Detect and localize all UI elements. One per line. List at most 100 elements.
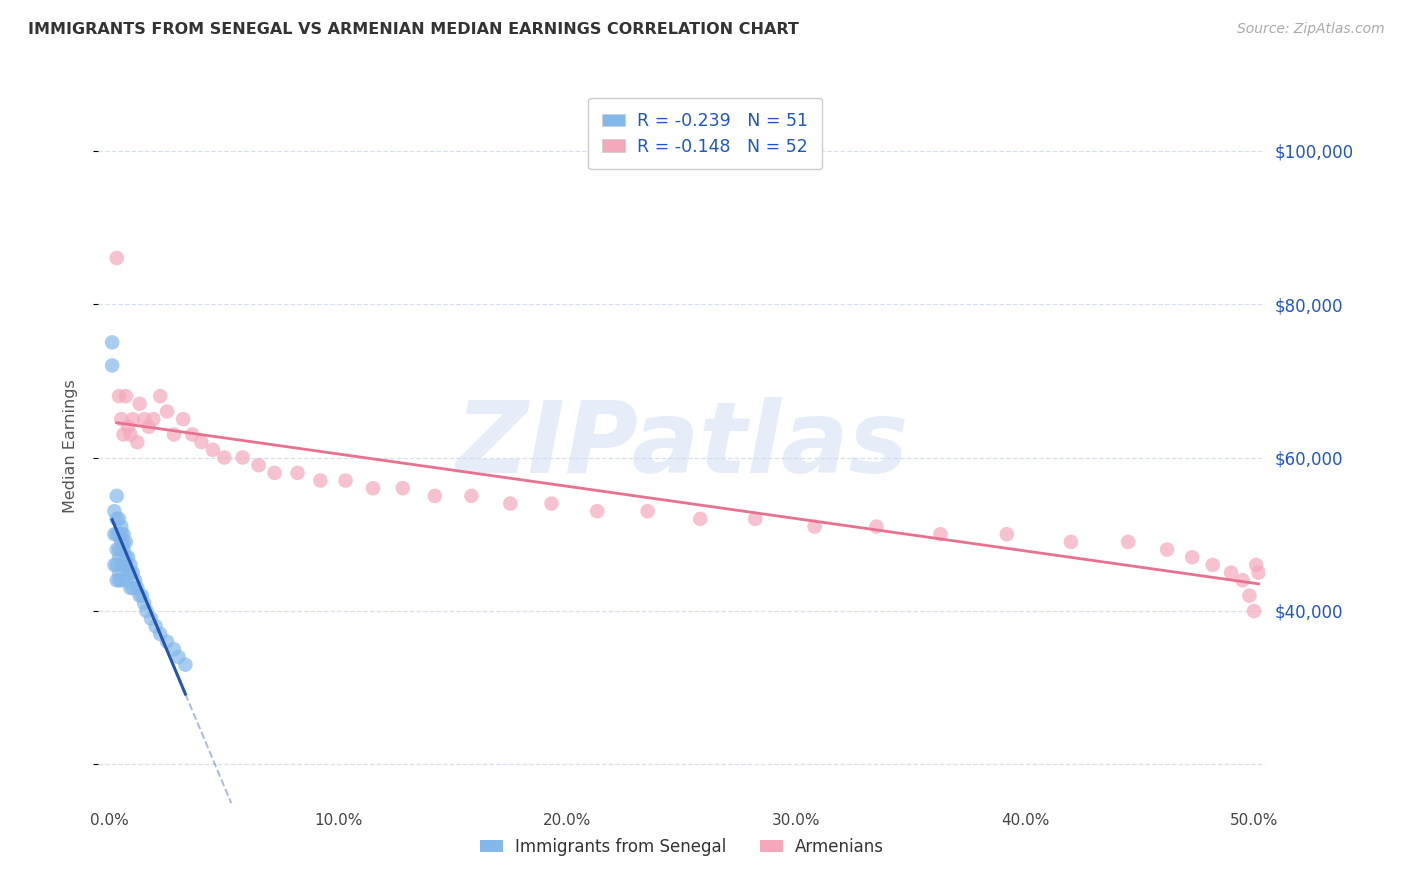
Point xyxy=(110,558,132,572)
Legend: Immigrants from Senegal, Armenians: Immigrants from Senegal, Armenians xyxy=(474,831,890,863)
Point xyxy=(1244,558,1267,572)
Point xyxy=(586,504,609,518)
Point xyxy=(391,481,413,495)
Point xyxy=(139,612,162,626)
Point xyxy=(108,389,131,403)
Point xyxy=(174,657,197,672)
Point xyxy=(1220,566,1243,580)
Point xyxy=(117,550,139,565)
Point xyxy=(105,558,128,572)
Point xyxy=(120,581,142,595)
Point xyxy=(110,412,132,426)
Point xyxy=(115,558,138,572)
Point xyxy=(335,474,357,488)
Point xyxy=(149,627,172,641)
Point xyxy=(101,359,124,373)
Point xyxy=(263,466,285,480)
Point xyxy=(112,558,135,572)
Point xyxy=(103,558,125,572)
Point xyxy=(124,574,146,588)
Point xyxy=(105,542,128,557)
Point xyxy=(309,474,332,488)
Point xyxy=(287,466,309,480)
Point xyxy=(247,458,270,473)
Point xyxy=(149,389,172,403)
Point xyxy=(134,596,156,610)
Point xyxy=(110,527,132,541)
Point xyxy=(108,566,131,580)
Point xyxy=(127,435,149,450)
Point xyxy=(689,512,711,526)
Point xyxy=(1116,535,1139,549)
Point xyxy=(163,427,186,442)
Point xyxy=(167,650,190,665)
Point xyxy=(110,535,132,549)
Point xyxy=(112,535,135,549)
Point xyxy=(108,527,131,541)
Point xyxy=(1239,589,1261,603)
Point xyxy=(1202,558,1225,572)
Point xyxy=(232,450,254,465)
Point xyxy=(117,566,139,580)
Point xyxy=(127,581,149,595)
Point xyxy=(803,519,825,533)
Point xyxy=(460,489,482,503)
Point xyxy=(115,574,138,588)
Point xyxy=(134,412,156,426)
Point xyxy=(105,251,128,265)
Point xyxy=(156,634,179,648)
Y-axis label: Median Earnings: Median Earnings xyxy=(63,379,77,513)
Point xyxy=(201,442,224,457)
Point xyxy=(110,519,132,533)
Point xyxy=(637,504,659,518)
Point xyxy=(110,542,132,557)
Point xyxy=(1243,604,1265,618)
Point xyxy=(120,558,142,572)
Point xyxy=(115,535,138,549)
Text: IMMIGRANTS FROM SENEGAL VS ARMENIAN MEDIAN EARNINGS CORRELATION CHART: IMMIGRANTS FROM SENEGAL VS ARMENIAN MEDI… xyxy=(28,22,799,37)
Point xyxy=(1232,574,1254,588)
Point xyxy=(121,581,143,595)
Point xyxy=(120,427,142,442)
Point xyxy=(190,435,212,450)
Point xyxy=(361,481,384,495)
Point xyxy=(163,642,186,657)
Point xyxy=(138,419,160,434)
Point xyxy=(112,427,135,442)
Point xyxy=(128,589,150,603)
Point xyxy=(156,404,179,418)
Point xyxy=(929,527,952,541)
Point xyxy=(117,419,139,434)
Point xyxy=(105,512,128,526)
Point xyxy=(172,412,194,426)
Point xyxy=(1247,566,1270,580)
Point xyxy=(120,566,142,580)
Point xyxy=(105,574,128,588)
Point xyxy=(499,497,522,511)
Point xyxy=(101,335,124,350)
Point xyxy=(1156,542,1178,557)
Point xyxy=(108,574,131,588)
Point xyxy=(115,550,138,565)
Point xyxy=(131,589,153,603)
Point xyxy=(1181,550,1204,565)
Point xyxy=(865,519,887,533)
Point xyxy=(135,604,157,618)
Point xyxy=(112,542,135,557)
Point xyxy=(112,527,135,541)
Point xyxy=(121,566,143,580)
Point xyxy=(115,389,138,403)
Text: Source: ZipAtlas.com: Source: ZipAtlas.com xyxy=(1237,22,1385,37)
Point xyxy=(128,397,150,411)
Point xyxy=(108,542,131,557)
Point xyxy=(110,574,132,588)
Point xyxy=(540,497,562,511)
Point xyxy=(121,412,143,426)
Point xyxy=(105,527,128,541)
Text: ZIPatlas: ZIPatlas xyxy=(456,398,908,494)
Point xyxy=(214,450,236,465)
Point xyxy=(1060,535,1083,549)
Point xyxy=(181,427,204,442)
Point xyxy=(995,527,1018,541)
Point xyxy=(145,619,167,633)
